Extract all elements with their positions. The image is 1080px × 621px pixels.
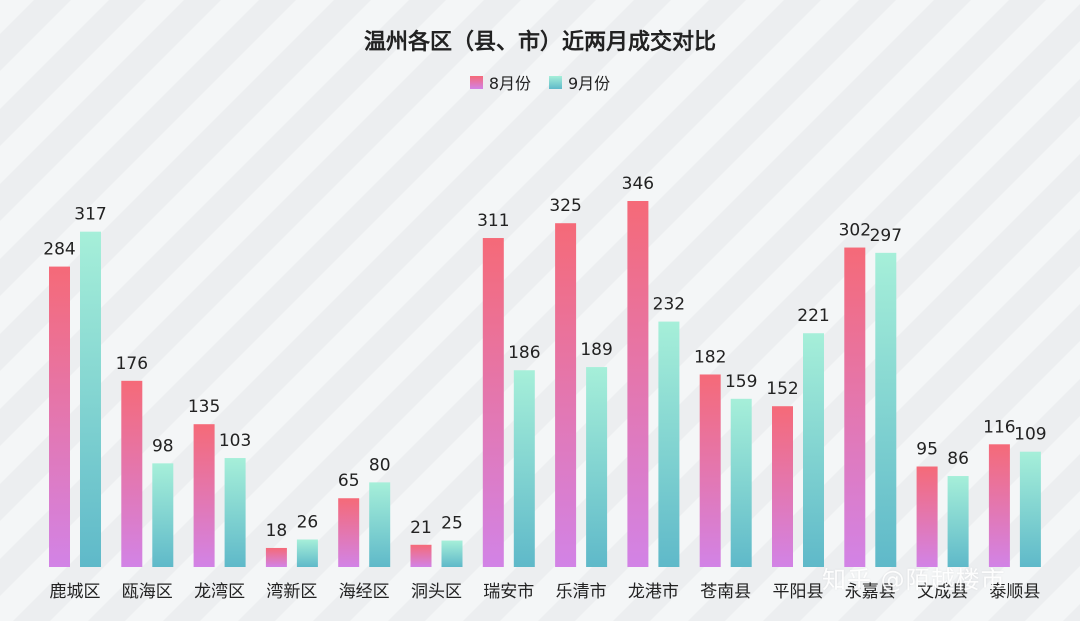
- category-label-9: 苍南县: [700, 582, 751, 602]
- data-label-aug-4: 65: [338, 471, 360, 491]
- bar-sep-3: [296, 539, 318, 567]
- bar-sep-5: [441, 540, 463, 567]
- data-label-sep-10: 221: [797, 306, 829, 326]
- bar-aug-8: [627, 201, 649, 567]
- data-label-aug-13: 116: [983, 417, 1015, 437]
- bar-sep-8: [658, 321, 680, 567]
- category-label-6: 瑞安市: [483, 582, 534, 602]
- data-label-aug-11: 302: [839, 221, 871, 241]
- category-label-4: 海经区: [339, 582, 390, 602]
- legend-item-august: 8月份: [469, 70, 531, 94]
- bar-sep-7: [586, 367, 608, 567]
- category-label-12: 文成县: [917, 582, 968, 602]
- bar-aug-5: [410, 544, 432, 567]
- data-label-aug-7: 325: [549, 196, 581, 216]
- bar-sep-11: [875, 252, 897, 567]
- data-label-aug-0: 284: [43, 240, 75, 260]
- bar-sep-2: [224, 458, 246, 567]
- bar-aug-1: [121, 380, 143, 567]
- bar-aug-10: [772, 406, 793, 567]
- data-label-sep-1: 98: [152, 436, 174, 456]
- data-label-sep-6: 186: [508, 343, 540, 363]
- bar-aug-9: [699, 374, 721, 567]
- bar-sep-4: [369, 482, 391, 567]
- data-label-aug-3: 18: [266, 521, 288, 541]
- category-label-11: 永嘉县: [845, 582, 896, 602]
- data-label-sep-5: 25: [441, 514, 463, 534]
- data-label-aug-5: 21: [410, 518, 432, 538]
- data-label-aug-6: 311: [477, 211, 509, 231]
- data-label-sep-9: 159: [725, 372, 757, 392]
- category-label-8: 龙港市: [628, 582, 679, 602]
- bar-aug-6: [482, 238, 504, 567]
- bar-aug-12: [916, 466, 938, 567]
- data-label-sep-12: 86: [947, 449, 969, 469]
- chart-legend: 8月份 9月份: [0, 70, 1080, 94]
- category-label-3: 湾新区: [266, 582, 317, 602]
- category-label-13: 泰顺县: [989, 582, 1040, 602]
- chart-title: 温州各区（县、市）近两月成交对比: [363, 30, 716, 55]
- bar-sep-12: [947, 476, 969, 567]
- data-label-aug-10: 152: [766, 379, 798, 399]
- data-label-sep-8: 232: [653, 295, 685, 315]
- legend-swatch-september: [549, 75, 562, 89]
- category-label-2: 龙湾区: [194, 582, 245, 602]
- bar-aug-7: [555, 223, 577, 567]
- bar-sep-9: [730, 398, 752, 567]
- bar-aug-13: [988, 444, 1010, 567]
- bar-sep-1: [152, 463, 174, 567]
- data-label-aug-9: 182: [694, 347, 726, 367]
- bar-sep-6: [513, 370, 535, 567]
- bar-sep-13: [1019, 451, 1041, 567]
- data-label-aug-12: 95: [916, 440, 938, 460]
- data-label-aug-8: 346: [622, 174, 654, 194]
- data-label-sep-2: 103: [219, 431, 251, 451]
- data-label-sep-13: 109: [1014, 425, 1046, 445]
- category-label-1: 瓯海区: [122, 582, 173, 602]
- bar-sep-0: [80, 231, 101, 567]
- bar-aug-4: [338, 498, 360, 567]
- data-label-aug-1: 176: [116, 354, 148, 374]
- bar-aug-0: [49, 266, 70, 567]
- data-label-sep-11: 297: [870, 226, 902, 246]
- bar-aug-3: [265, 547, 287, 567]
- category-label-10: 平阳县: [773, 582, 824, 602]
- bar-aug-11: [844, 247, 866, 568]
- legend-swatch-august: [469, 75, 483, 89]
- bar-aug-2: [193, 424, 215, 567]
- legend-label-august: 8月份: [488, 74, 531, 93]
- category-label-5: 洞头区: [411, 582, 462, 602]
- data-label-aug-2: 135: [188, 397, 220, 417]
- data-label-sep-3: 26: [297, 512, 319, 532]
- category-label-0: 鹿城区: [50, 582, 101, 602]
- legend-label-september: 9月份: [568, 74, 611, 93]
- data-label-sep-0: 317: [74, 205, 106, 225]
- legend-item-september: 9月份: [549, 70, 610, 94]
- category-label-7: 乐清市: [556, 582, 607, 602]
- bar-sep-10: [803, 333, 824, 567]
- data-label-sep-7: 189: [580, 340, 612, 360]
- data-label-sep-4: 80: [369, 455, 391, 475]
- watermark-text: 知乎 @陌越楼市: [822, 566, 1006, 594]
